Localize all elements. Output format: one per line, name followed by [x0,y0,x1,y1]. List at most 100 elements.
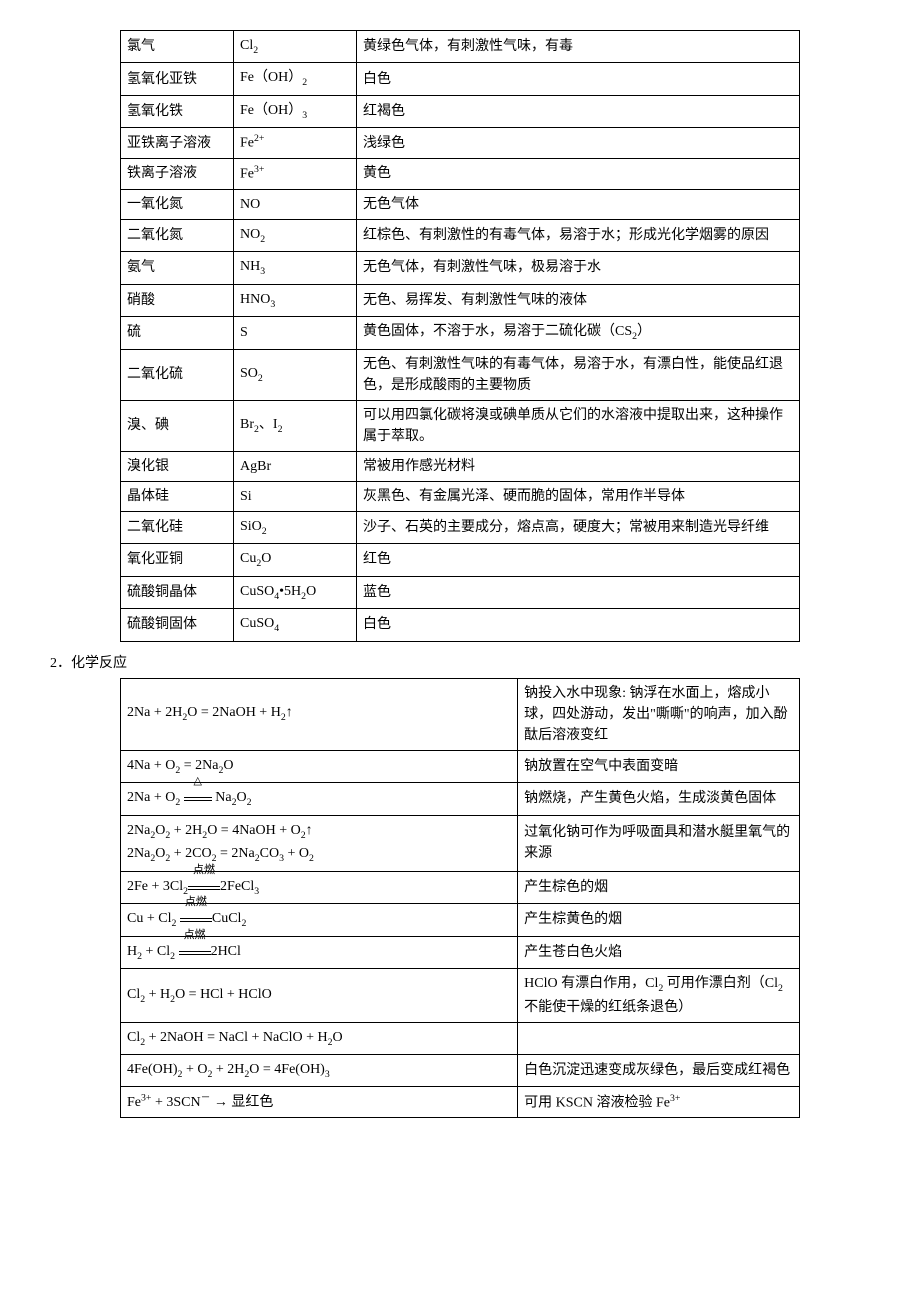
substance-formula-cell: Fe3+ [234,159,357,190]
table-row: Cl2 + H2O = HCl + HClOHClO 有漂白作用，Cl2 可用作… [121,969,800,1022]
substance-name-cell: 硫酸铜晶体 [121,576,234,608]
substance-name-cell: 硝酸 [121,284,234,316]
reaction-observation-cell [518,1022,800,1054]
substance-desc-cell: 红褐色 [357,95,800,127]
table-row: 二氧化氮NO2红棕色、有刺激性的有毒气体，易溶于水；形成光化学烟雾的原因 [121,219,800,251]
table-row: Cl2 + 2NaOH = NaCl + NaClO + H2O [121,1022,800,1054]
reaction-observation-cell: 钠放置在空气中表面变暗 [518,750,800,782]
substance-desc-cell: 蓝色 [357,576,800,608]
substance-formula-cell: SiO2 [234,511,357,543]
substance-desc-cell: 黄色 [357,159,800,190]
reaction-observation-cell: HClO 有漂白作用，Cl2 可用作漂白剂（Cl2 不能使干燥的红纸条退色） [518,969,800,1022]
substance-desc-cell: 无色气体 [357,189,800,219]
reaction-equation-cell: 2Na2O2 + 2H2O = 4NaOH + O2↑2Na2O2 + 2CO2… [121,815,518,871]
substance-name-cell: 硫 [121,317,234,349]
table-row: Fe3+ + 3SCN－ → 显红色可用 KSCN 溶液检验 Fe3+ [121,1087,800,1118]
substance-name-cell: 二氧化氮 [121,219,234,251]
substance-formula-cell: Br2、I2 [234,400,357,451]
reaction-observation-cell: 可用 KSCN 溶液检验 Fe3+ [518,1087,800,1118]
table-row: 氢氧化铁Fe（OH）3红褐色 [121,95,800,127]
substance-formula-cell: CuSO4•5H2O [234,576,357,608]
substance-name-cell: 溴、碘 [121,400,234,451]
substance-name-cell: 氨气 [121,252,234,284]
table-row: 4Fe(OH)2 + O2 + 2H2O = 4Fe(OH)3白色沉淀迅速变成灰… [121,1055,800,1087]
substance-name-cell: 二氧化硅 [121,511,234,543]
table-row: 溴化银AgBr常被用作感光材料 [121,451,800,481]
reaction-equation-cell: Fe3+ + 3SCN－ → 显红色 [121,1087,518,1118]
substance-formula-cell: NO2 [234,219,357,251]
reaction-equation-cell: 4Fe(OH)2 + O2 + 2H2O = 4Fe(OH)3 [121,1055,518,1087]
substance-formula-cell: Fe2+ [234,128,357,159]
substance-formula-cell: Cu2O [234,544,357,576]
substance-desc-cell: 灰黑色、有金属光泽、硬而脆的固体，常用作半导体 [357,481,800,511]
substance-desc-cell: 常被用作感光材料 [357,451,800,481]
substance-name-cell: 氧化亚铜 [121,544,234,576]
table-row: 氢氧化亚铁Fe（OH）2白色 [121,63,800,95]
table-row: 亚铁离子溶液Fe2+浅绿色 [121,128,800,159]
table-row: 二氧化硫SO2无色、有刺激性气味的有毒气体，易溶于水，有漂白性，能使品红退色，是… [121,349,800,400]
reaction-observation-cell: 白色沉淀迅速变成灰绿色，最后变成红褐色 [518,1055,800,1087]
reactions-table: 2Na + 2H2O = 2NaOH + H2↑钠投入水中现象: 钠浮在水面上，… [120,678,800,1119]
substance-formula-cell: NO [234,189,357,219]
substance-desc-cell: 黄绿色气体，有刺激性气味，有毒 [357,31,800,63]
table-row: H2 + Cl2 点燃2HCl产生苍白色火焰 [121,936,800,968]
reaction-observation-cell: 钠燃烧，产生黄色火焰，生成淡黄色固体 [518,783,800,815]
table-row: 二氧化硅SiO2沙子、石英的主要成分，熔点高，硬度大；常被用来制造光导纤维 [121,511,800,543]
substance-desc-cell: 红色 [357,544,800,576]
substance-name-cell: 氯气 [121,31,234,63]
reaction-observation-cell: 钠投入水中现象: 钠浮在水面上，熔成小球，四处游动，发出"嘶嘶"的响声，加入酚酞… [518,678,800,750]
reaction-equation-cell: 2Na + O2 △ Na2O2 [121,783,518,815]
table-row: Cu + Cl2 点燃CuCl2产生棕黄色的烟 [121,904,800,936]
table-row: 2Na + O2 △ Na2O2钠燃烧，产生黄色火焰，生成淡黄色固体 [121,783,800,815]
reaction-observation-cell: 产生棕色的烟 [518,871,800,903]
substance-name-cell: 晶体硅 [121,481,234,511]
table-row: 4Na + O2 = 2Na2O钠放置在空气中表面变暗 [121,750,800,782]
substance-desc-cell: 可以用四氯化碳将溴或碘单质从它们的水溶液中提取出来，这种操作属于萃取。 [357,400,800,451]
table-row: 氧化亚铜Cu2O红色 [121,544,800,576]
table-row: 2Na + 2H2O = 2NaOH + H2↑钠投入水中现象: 钠浮在水面上，… [121,678,800,750]
substance-formula-cell: SO2 [234,349,357,400]
table-row: 溴、碘Br2、I2可以用四氯化碳将溴或碘单质从它们的水溶液中提取出来，这种操作属… [121,400,800,451]
table-row: 氯气Cl2黄绿色气体，有刺激性气味，有毒 [121,31,800,63]
table-row: 晶体硅Si灰黑色、有金属光泽、硬而脆的固体，常用作半导体 [121,481,800,511]
substance-desc-cell: 白色 [357,609,800,641]
substance-desc-cell: 沙子、石英的主要成分，熔点高，硬度大；常被用来制造光导纤维 [357,511,800,543]
reaction-observation-cell: 产生棕黄色的烟 [518,904,800,936]
table-row: 硫酸铜晶体CuSO4•5H2O蓝色 [121,576,800,608]
substance-name-cell: 硫酸铜固体 [121,609,234,641]
substance-name-cell: 氢氧化亚铁 [121,63,234,95]
substance-desc-cell: 无色气体，有刺激性气味，极易溶于水 [357,252,800,284]
substance-desc-cell: 无色、有刺激性气味的有毒气体，易溶于水，有漂白性，能使品红退色，是形成酸雨的主要… [357,349,800,400]
table-row: 硫S黄色固体，不溶于水，易溶于二硫化碳（CS2） [121,317,800,349]
substance-table: 氯气Cl2黄绿色气体，有刺激性气味，有毒氢氧化亚铁Fe（OH）2白色氢氧化铁Fe… [120,30,800,642]
substance-desc-cell: 黄色固体，不溶于水，易溶于二硫化碳（CS2） [357,317,800,349]
substance-formula-cell: CuSO4 [234,609,357,641]
reaction-observation-cell: 产生苍白色火焰 [518,936,800,968]
substance-name-cell: 一氧化氮 [121,189,234,219]
table-row: 2Fe + 3Cl2点燃2FeCl3产生棕色的烟 [121,871,800,903]
table-row: 2Na2O2 + 2H2O = 4NaOH + O2↑2Na2O2 + 2CO2… [121,815,800,871]
substance-formula-cell: NH3 [234,252,357,284]
table-row: 一氧化氮NO无色气体 [121,189,800,219]
substance-formula-cell: HNO3 [234,284,357,316]
substance-name-cell: 亚铁离子溶液 [121,128,234,159]
table-row: 硫酸铜固体CuSO4白色 [121,609,800,641]
reaction-equation-cell: 2Na + 2H2O = 2NaOH + H2↑ [121,678,518,750]
substance-formula-cell: Fe（OH）3 [234,95,357,127]
reaction-equation-cell: H2 + Cl2 点燃2HCl [121,936,518,968]
table-row: 铁离子溶液Fe3+黄色 [121,159,800,190]
substance-desc-cell: 红棕色、有刺激性的有毒气体，易溶于水；形成光化学烟雾的原因 [357,219,800,251]
substance-desc-cell: 无色、易挥发、有刺激性气味的液体 [357,284,800,316]
table-row: 氨气NH3无色气体，有刺激性气味，极易溶于水 [121,252,800,284]
reaction-equation-cell: Cl2 + H2O = HCl + HClO [121,969,518,1022]
substance-name-cell: 二氧化硫 [121,349,234,400]
substance-name-cell: 溴化银 [121,451,234,481]
substance-formula-cell: AgBr [234,451,357,481]
substance-desc-cell: 浅绿色 [357,128,800,159]
substance-formula-cell: Fe（OH）2 [234,63,357,95]
reactions-heading: 2．化学反应 [50,652,880,672]
substance-formula-cell: Si [234,481,357,511]
substance-formula-cell: S [234,317,357,349]
table-row: 硝酸HNO3无色、易挥发、有刺激性气味的液体 [121,284,800,316]
reaction-observation-cell: 过氧化钠可作为呼吸面具和潜水艇里氧气的来源 [518,815,800,871]
